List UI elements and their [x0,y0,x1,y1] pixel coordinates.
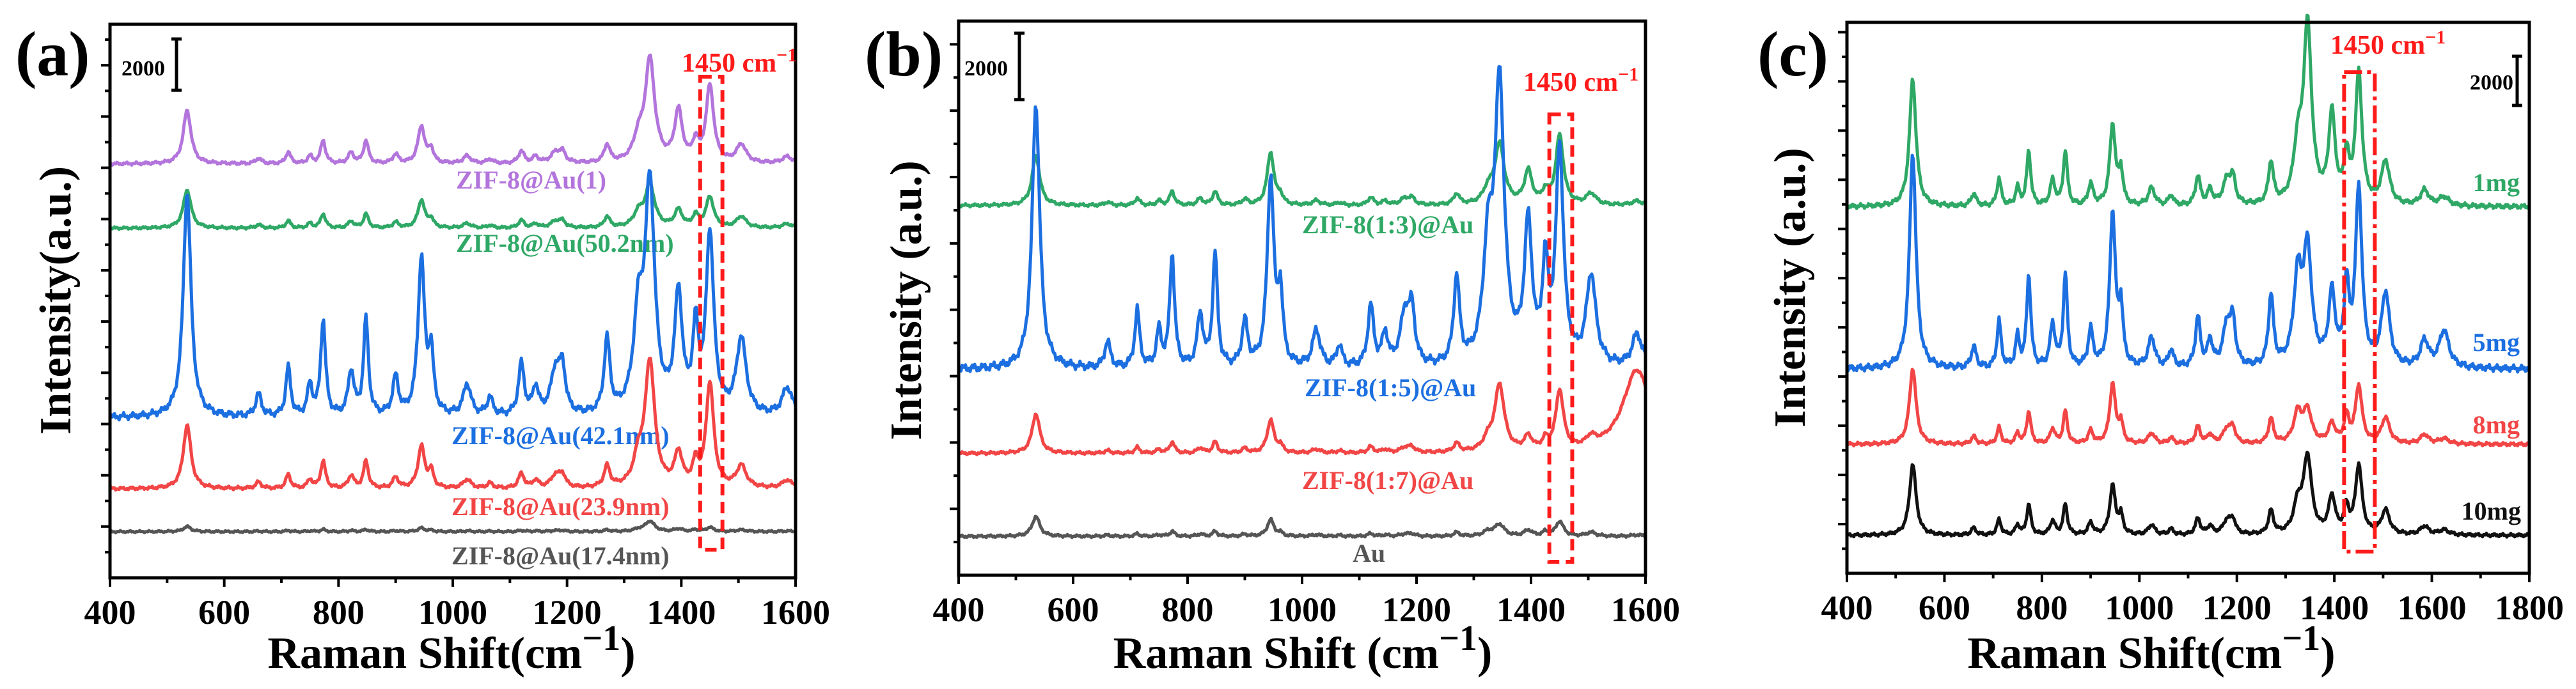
x-axis-label: Raman Shift(cm−1) [1967,619,2335,678]
plot-frame [1845,20,2531,575]
annotation-1450: 1450 cm−1 [1523,64,1638,97]
x-tick-label: 1200 [533,593,602,631]
series-label: ZIF-8@Au(23.9nm) [452,492,670,521]
x-tick-label: 1200 [2203,589,2272,627]
annotation-superscript: −1 [1618,64,1638,85]
series-line-zif-8-1-7-au [958,368,1647,456]
x-axis-label-text: Raman Shift(cm [1967,629,2282,678]
x-tick-label: 1200 [1382,591,1451,629]
x-axis-label: Raman Shift(cm−1) [267,619,635,678]
series-line-zif-8-1-5-au [958,65,1647,373]
annotation-1450: 1450 cm−1 [2330,27,2446,60]
panel-label: (a) [15,19,90,89]
series-label: 1mg [2473,168,2520,197]
x-tick-label: 1800 [2495,589,2564,627]
x-axis-label: Raman Shift (cm−1) [1113,619,1493,678]
x-axis-label-end: ) [620,629,635,678]
y-axis-label: Intensity (a.u.) [882,160,931,440]
series-label: ZIF-8(1:7)@Au [1302,466,1473,495]
x-tick-label: 1400 [2300,589,2369,627]
x-tick-label: 1000 [418,593,487,631]
series-label: 5mg [2473,328,2520,357]
series-line-zif-8-au-17-4nm- [109,519,797,534]
x-axis-label-superscript: −1 [582,619,620,658]
x-tick-label: 1600 [1611,591,1680,629]
annotation-text: 1450 cm [682,49,776,78]
x-tick-label: 800 [1162,591,1214,629]
series-label: ZIF-8@Au(17.4nm) [452,541,670,570]
series-line-8mg [1846,368,2531,448]
y-axis-label: Intensity (a.u.) [1766,148,1815,428]
x-tick-label: 1400 [1496,591,1566,629]
x-axis-label-end: ) [2320,629,2335,678]
x-axis-label-text: Raman Shift (cm [1113,629,1439,678]
series-line-zif-8-au-23-9nm- [108,357,797,492]
series-line-zif-8-au-1- [109,53,797,167]
panel-b: ZIF-8(1:3)@Au ZIF-8(1:5)@Au ZIF-8(1:7)@Au A… [865,19,1680,678]
annotation-1450: 1450 cm−1 [682,45,797,78]
x-tick-label: 1600 [2398,589,2467,627]
highlight-box-1450 [1547,112,1575,564]
series-label: ZIF-8@Au(50.2nm) [456,229,674,258]
series-line-au [958,515,1647,539]
series-line-5mg [1845,153,2531,374]
x-tick-label: 600 [1048,591,1099,629]
series-label: Au [1353,539,1385,568]
series-line-1mg [1845,13,2531,210]
annotation-superscript: −1 [776,45,797,66]
x-tick-label: 600 [1919,589,1970,627]
series-line-zif-8-au-42-1nm- [108,169,797,422]
x-tick-label: 600 [198,593,250,631]
series-label: ZIF-8(1:3)@Au [1302,210,1473,239]
x-axis-label-superscript: −1 [1439,619,1477,658]
series-label: 8mg [2473,410,2520,439]
series-line-10mg [1846,451,2531,539]
panel-a: ZIF-8@Au(1) ZIF-8@Au(50.2nm) ZIF-8@Au(42.1… [15,19,830,678]
x-tick-label: 400 [1821,589,1873,627]
series-label: 10mg [2462,497,2521,525]
scale-bar-label: 2000 [964,57,1008,81]
x-tick-label: 400 [933,591,985,629]
series-label: ZIF-8(1:5)@Au [1305,373,1476,402]
x-tick-label: 1600 [761,593,830,631]
x-axis-label-text: Raman Shift(cm [267,629,582,678]
annotation-text: 1450 cm [2330,31,2425,60]
y-axis-label: Intensity(a.u.) [31,166,81,435]
annotation-superscript: −1 [2425,27,2446,48]
x-tick-label: 1000 [1268,591,1337,629]
series-label: ZIF-8@Au(1) [456,166,606,194]
series-line-zif-8-1-3-au [957,132,1646,209]
panel-label: (b) [865,19,943,89]
series-label: ZIF-8@Au(42.1nm) [452,421,670,450]
panel-c: 1mg 5mg 8mg 10mg 400 600 800 1000 1200 1400 1600 18… [1757,13,2564,678]
x-axis-label-superscript: −1 [2282,619,2320,658]
x-axis-label-end: ) [1477,629,1492,678]
highlight-box-1450 [698,75,725,552]
scale-bar-label: 2000 [2470,71,2513,95]
x-tick-label: 400 [84,593,136,631]
series-line-zif-8-au-50-2nm- [109,180,797,231]
x-tick-label: 800 [2016,589,2068,627]
scale-bar-label: 2000 [122,57,165,81]
highlight-box-1450 [2342,70,2377,554]
x-tick-label: 1400 [647,593,716,631]
annotation-text: 1450 cm [1523,68,1618,97]
x-tick-label: 1000 [2105,589,2174,627]
x-tick-label: 800 [313,593,365,631]
panel-label: (c) [1757,19,1828,89]
